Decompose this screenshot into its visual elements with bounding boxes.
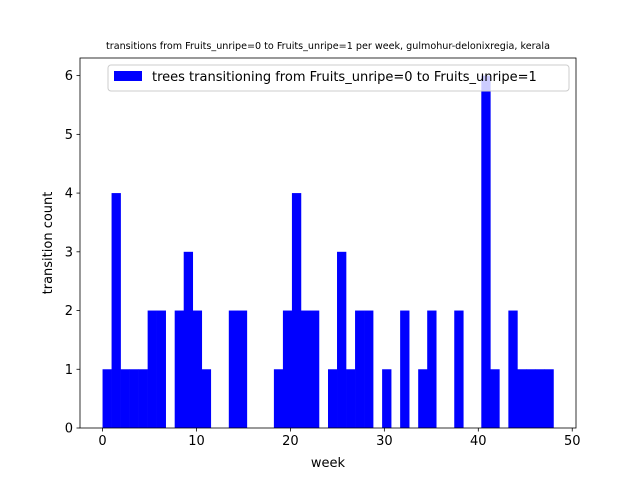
y-tick-label: 3 — [65, 245, 73, 260]
bar — [129, 369, 139, 428]
bar — [111, 193, 121, 428]
bar — [481, 75, 491, 428]
y-axis: 0 1 2 3 4 5 6 — [65, 69, 80, 437]
legend-label: trees transitioning from Fruits_unripe=0… — [152, 70, 537, 85]
bar — [291, 193, 302, 428]
bar — [526, 369, 536, 428]
bar — [517, 369, 527, 428]
y-tick-label: 6 — [65, 69, 73, 84]
bar — [282, 310, 293, 428]
bar — [427, 310, 437, 428]
bar — [364, 310, 374, 428]
bar — [309, 310, 320, 428]
bar — [382, 369, 392, 428]
bar — [355, 310, 365, 428]
bar — [228, 310, 239, 428]
bar — [102, 369, 112, 428]
bar — [535, 369, 545, 428]
x-axis-label: week — [311, 456, 346, 471]
bar — [192, 310, 203, 428]
bar — [138, 369, 148, 428]
bar — [544, 369, 554, 428]
bar — [156, 310, 166, 428]
legend: trees transitioning from Fruits_unripe=0… — [107, 64, 570, 92]
bar — [120, 369, 130, 428]
bar — [174, 310, 185, 428]
x-tick-label: 10 — [188, 434, 205, 449]
x-tick-label: 40 — [470, 434, 487, 449]
x-tick-label: 30 — [376, 434, 393, 449]
y-tick-label: 2 — [65, 304, 73, 319]
bar — [490, 369, 500, 428]
bar — [454, 310, 464, 428]
y-tick-label: 1 — [65, 363, 73, 378]
y-tick-label: 5 — [65, 128, 73, 143]
bar — [400, 310, 410, 428]
bar — [237, 310, 248, 428]
bar — [273, 369, 284, 428]
y-axis-label: transition count — [41, 192, 56, 295]
x-tick-label: 50 — [564, 434, 581, 449]
y-tick-label: 4 — [65, 187, 73, 202]
bar — [201, 369, 212, 428]
chart-title: transitions from Fruits_unripe=0 to Frui… — [106, 41, 550, 52]
bars-layer — [102, 75, 554, 428]
x-tick-label: 20 — [282, 434, 299, 449]
plot-frame — [79, 57, 577, 429]
bar — [328, 369, 338, 428]
x-axis: 0 10 20 30 40 50 — [98, 428, 581, 449]
x-tick-label: 0 — [98, 434, 106, 449]
legend-box — [107, 64, 570, 92]
bar — [147, 310, 157, 428]
bar — [300, 310, 311, 428]
bar — [346, 369, 356, 428]
bar — [183, 251, 194, 428]
bar — [508, 310, 518, 428]
bar — [337, 251, 347, 428]
legend-swatch — [114, 71, 142, 81]
y-tick-label: 0 — [65, 422, 73, 437]
bar — [418, 369, 428, 428]
